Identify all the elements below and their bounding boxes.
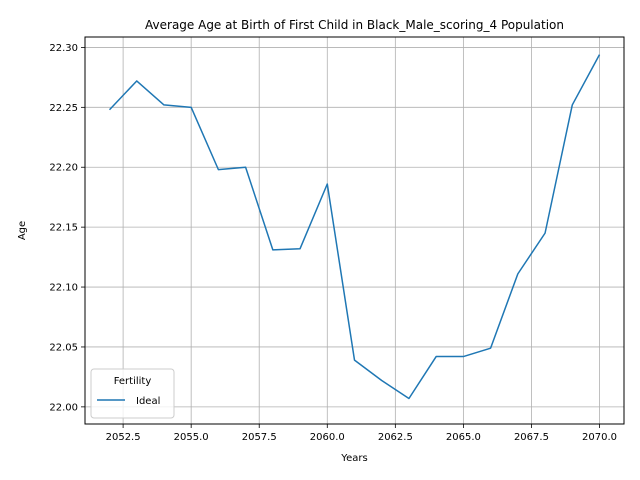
plot-frame bbox=[84, 36, 625, 425]
x-axis-label: Years bbox=[340, 453, 367, 464]
x-tick-label: 2060.0 bbox=[310, 432, 345, 443]
x-tick-label: 2067.5 bbox=[514, 432, 549, 443]
legend-box bbox=[90, 368, 175, 419]
chart-title: Average Age at Birth of First Child in B… bbox=[145, 18, 564, 32]
grid bbox=[85, 37, 624, 424]
y-tick-label: 22.15 bbox=[49, 223, 78, 234]
x-axis: 2052.5 2055.0 2057.5 2060.0 2062.5 2065.0 2067… bbox=[106, 424, 617, 443]
legend-label: Ideal bbox=[136, 396, 160, 407]
x-tick-label: 2070.0 bbox=[582, 432, 617, 443]
x-tick-label: 2062.5 bbox=[378, 432, 413, 443]
x-tick-label: 2057.5 bbox=[242, 432, 277, 443]
legend: Fertility Ideal bbox=[90, 368, 175, 419]
x-tick-label: 2052.5 bbox=[106, 432, 141, 443]
y-tick-label: 22.10 bbox=[49, 283, 78, 294]
y-tick-label: 22.05 bbox=[49, 342, 78, 353]
y-tick-label: 22.25 bbox=[49, 103, 78, 114]
y-axis-label: Age bbox=[17, 221, 28, 240]
x-tick-label: 2065.0 bbox=[446, 432, 481, 443]
y-tick-label: 22.00 bbox=[49, 402, 78, 413]
y-axis: 22.00 22.05 22.10 22.15 22.20 22.25 22.30 bbox=[49, 43, 85, 413]
series-layer bbox=[108, 54, 601, 400]
legend-title: Fertility bbox=[114, 376, 152, 387]
y-tick-label: 22.20 bbox=[49, 163, 78, 174]
series-line-ideal bbox=[108, 54, 601, 400]
y-tick-label: 22.30 bbox=[49, 43, 78, 54]
x-tick-label: 2055.0 bbox=[174, 432, 209, 443]
